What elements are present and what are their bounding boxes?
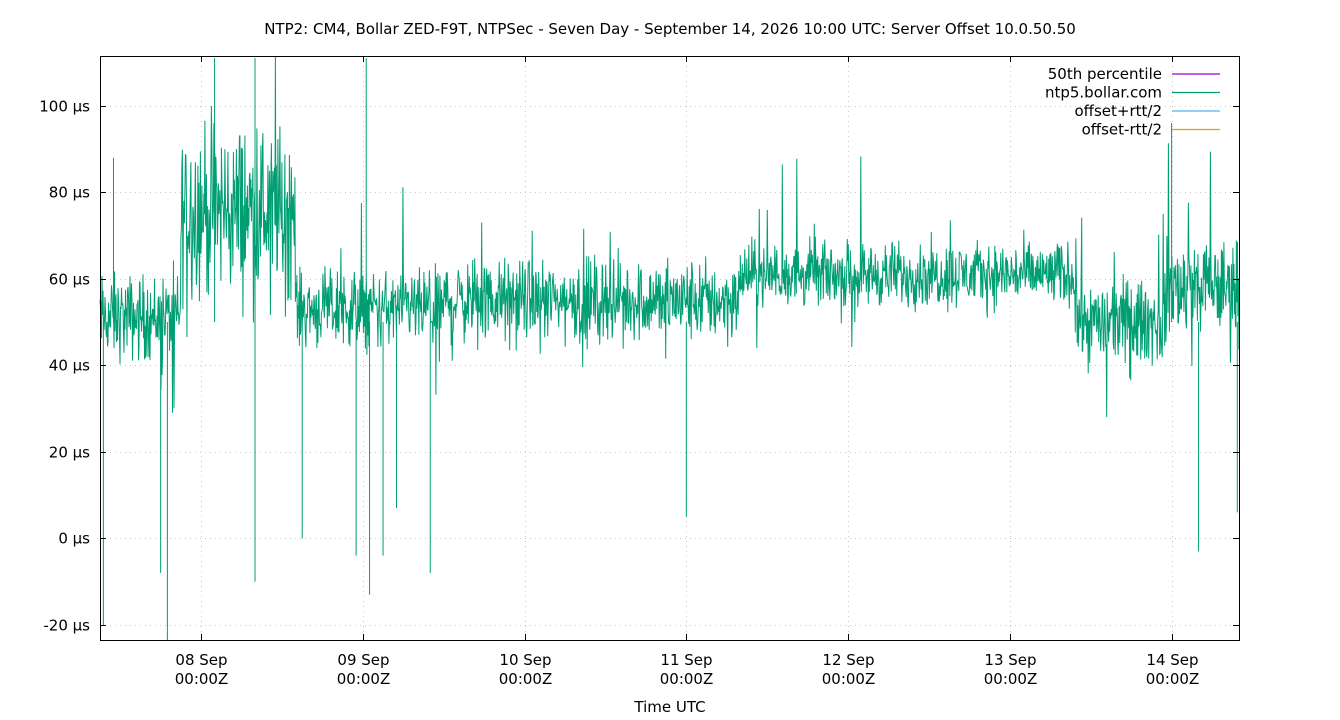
x-tick-label-date: 09 Sep [337, 651, 389, 669]
legend-label: offset+rtt/2 [1074, 102, 1162, 120]
y-tick-label: 60 µs [49, 271, 90, 289]
series-line-ntp5 [99, 55, 1240, 418]
x-tick-label-time: 00:00Z [337, 670, 391, 688]
x-tick-label-time: 00:00Z [175, 670, 229, 688]
y-tick-label: 80 µs [49, 184, 90, 202]
grid [100, 56, 1239, 640]
legend-label: offset-rtt/2 [1082, 121, 1162, 139]
x-tick-label-date: 14 Sep [1146, 651, 1198, 669]
x-tick-label-time: 00:00Z [499, 670, 553, 688]
y-tick-label: 20 µs [49, 444, 90, 462]
x-tick-label-date: 08 Sep [175, 651, 227, 669]
x-tick-label-time: 00:00Z [984, 670, 1038, 688]
y-tick-label: 0 µs [58, 530, 90, 548]
x-tick-label-date: 12 Sep [822, 651, 874, 669]
y-tick-label: -20 µs [43, 617, 90, 635]
x-tick-label-time: 00:00Z [1146, 670, 1200, 688]
x-axis-label: Time UTC [633, 698, 705, 716]
x-tick-label-date: 11 Sep [660, 651, 712, 669]
y-tick-label: 40 µs [49, 357, 90, 375]
y-tick-label: 100 µs [39, 98, 90, 116]
legend-label: ntp5.bollar.com [1045, 84, 1162, 102]
x-tick-label-time: 00:00Z [660, 670, 714, 688]
axes: -20 µs 0 µs 20 µs 40 µs 60 µs 80 µs 100 µs 08 S… [39, 56, 1239, 688]
x-tick-label-time: 00:00Z [822, 670, 876, 688]
x-tick-label-date: 10 Sep [499, 651, 551, 669]
legend-label: 50th percentile [1048, 65, 1162, 83]
chart-title: NTP2: CM4, Bollar ZED-F9T, NTPSec - Seve… [264, 20, 1076, 38]
x-tick-label-date: 13 Sep [984, 651, 1036, 669]
plot-frame [100, 56, 1240, 641]
plot-area [99, 55, 1240, 640]
legend: 50th percentilentp5.bollar.comoffset+rtt… [1045, 65, 1220, 139]
